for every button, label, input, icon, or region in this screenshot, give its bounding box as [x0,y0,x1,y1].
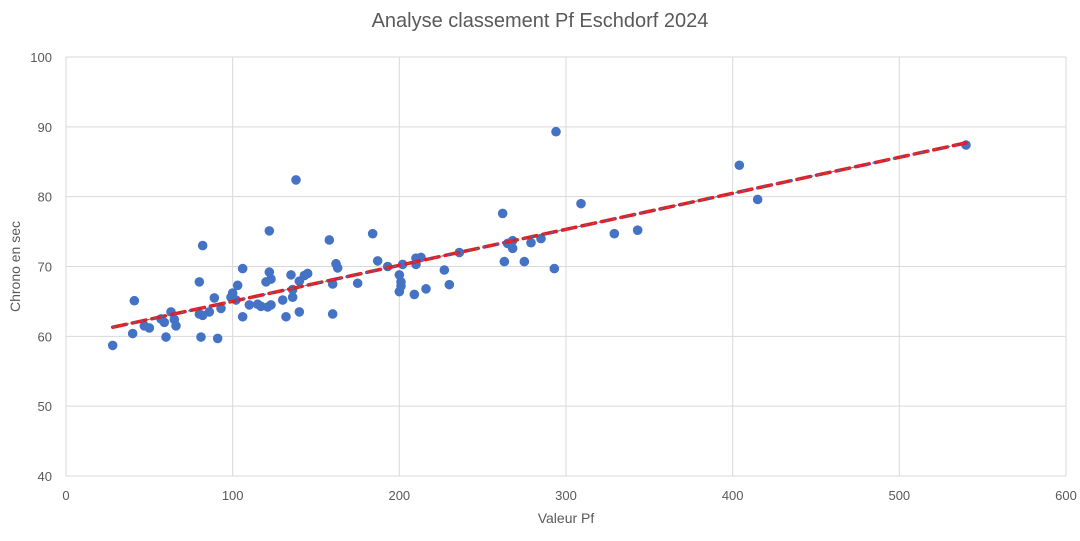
data-point [144,323,155,333]
data-point [281,311,291,322]
data-point [291,175,301,185]
trendline [110,141,968,330]
x-axis-label: Valeur Pf [538,510,595,526]
trendline-inner [112,142,967,328]
y-tick-label: 70 [38,260,52,275]
data-point [324,235,335,245]
data-point [287,292,298,303]
data-point [421,284,431,294]
data-point [576,198,586,209]
x-tick-label: 500 [888,488,910,503]
data-point [302,268,313,279]
data-point [286,270,296,280]
y-tick-label: 100 [30,50,52,65]
gridlines [65,56,1067,477]
y-tick-label: 40 [38,469,52,484]
data-point [609,228,620,239]
data-point [526,237,536,248]
data-point [497,208,508,219]
data-point [499,256,510,267]
data-point [197,240,208,251]
data-point [734,160,745,171]
data-point [266,274,276,284]
data-point [212,333,223,344]
data-point [194,277,205,287]
data-point [367,228,378,239]
x-tick-label: 600 [1055,488,1077,503]
y-tick-label: 90 [38,120,52,135]
y-tick-label: 80 [38,190,52,205]
data-point [536,233,546,244]
y-tick-label: 60 [38,329,52,344]
data-point [752,194,763,205]
data-point [519,256,530,267]
data-point [237,311,248,322]
data-point [277,295,288,305]
data-point [396,277,406,287]
data-point [244,300,255,310]
data-points [107,126,971,351]
data-point [352,278,363,289]
data-point [294,307,305,317]
data-point [196,332,206,342]
data-point [232,280,243,291]
x-tick-label: 300 [555,488,577,503]
y-axis-label: Chrono en sec [7,221,23,312]
data-point [332,263,343,273]
data-point [264,226,275,236]
data-point [159,317,170,328]
x-tick-labels: 0 100 200 300 400 500 600 [62,488,1076,503]
y-tick-label: 50 [38,399,52,414]
data-point [632,225,643,235]
trendline-group [110,141,968,330]
y-tick-labels: 40 50 60 70 80 90 100 [30,50,52,484]
data-point [549,263,560,274]
data-point [129,295,140,306]
x-tick-label: 200 [388,488,410,503]
data-point [171,321,181,331]
data-point [507,243,518,254]
x-tick-label: 400 [722,488,744,503]
data-point [204,307,215,317]
data-point [107,340,118,351]
data-point [444,279,455,290]
data-point [372,256,383,266]
x-tick-label: 0 [62,488,69,503]
data-point [409,289,420,300]
data-point [127,328,138,339]
data-point [161,332,171,342]
data-point [327,309,338,319]
data-point [266,300,276,310]
x-tick-label: 100 [222,488,244,503]
data-point [209,293,220,303]
chart-title: Analyse classement Pf Eschdorf 2024 [371,10,709,32]
data-point [237,263,248,274]
data-point [439,265,450,275]
data-point [551,126,561,137]
